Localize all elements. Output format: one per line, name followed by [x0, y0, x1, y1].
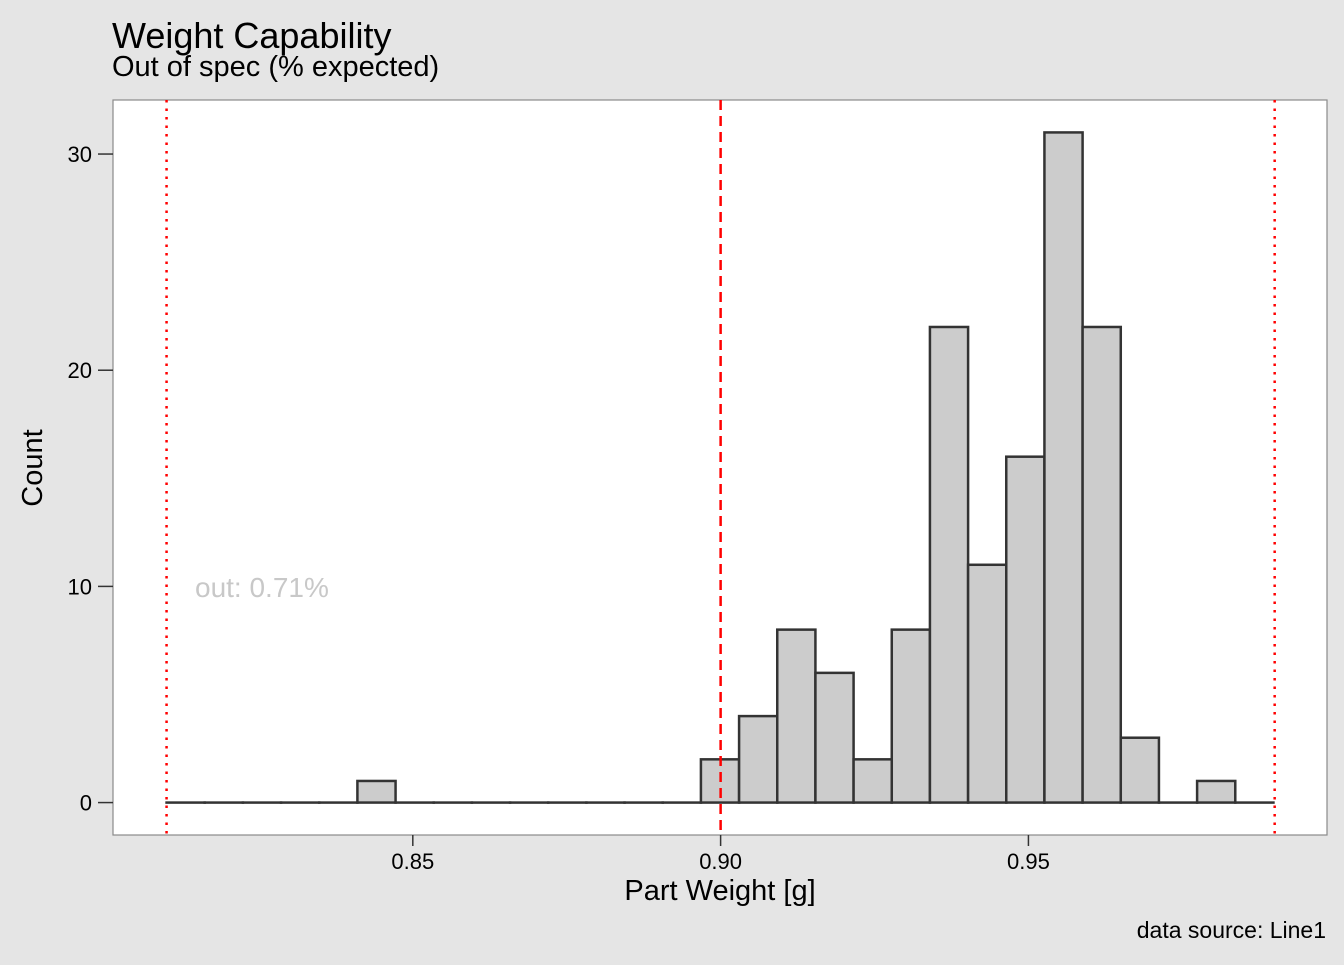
histogram-bar: [968, 565, 1006, 803]
y-axis: 0 10 20 30: [68, 142, 113, 816]
histogram-bar: [1006, 457, 1044, 803]
histogram-bar: [892, 630, 930, 803]
histogram-bar: [1197, 781, 1235, 803]
histogram-bar: [854, 759, 892, 802]
x-tick-label: 0.90: [699, 849, 742, 874]
y-tick-label: 20: [68, 358, 92, 383]
caption: data source: Line1: [1137, 917, 1326, 943]
chart-title: Weight Capability: [112, 15, 391, 56]
histogram-bar: [1083, 327, 1121, 803]
histogram-bar: [1044, 132, 1082, 802]
x-axis-label: Part Weight [g]: [624, 875, 815, 907]
y-tick-label: 30: [68, 142, 92, 167]
histogram-bar: [777, 630, 815, 803]
x-tick-label: 0.95: [1007, 849, 1050, 874]
histogram-bar: [1121, 738, 1159, 803]
chart-subtitle: Out of spec (% expected): [112, 51, 439, 83]
y-tick-label: 10: [68, 574, 92, 599]
histogram-bar: [930, 327, 968, 803]
x-tick-label: 0.85: [391, 849, 434, 874]
y-axis-label: Count: [17, 429, 49, 506]
histogram-bar: [357, 781, 395, 803]
y-tick-label: 0: [80, 791, 92, 816]
x-axis: 0.85 0.90 0.95: [391, 835, 1049, 874]
histogram-bar: [739, 716, 777, 802]
annotation-out-percent: out: 0.71%: [195, 572, 329, 603]
histogram-bar: [815, 673, 853, 803]
